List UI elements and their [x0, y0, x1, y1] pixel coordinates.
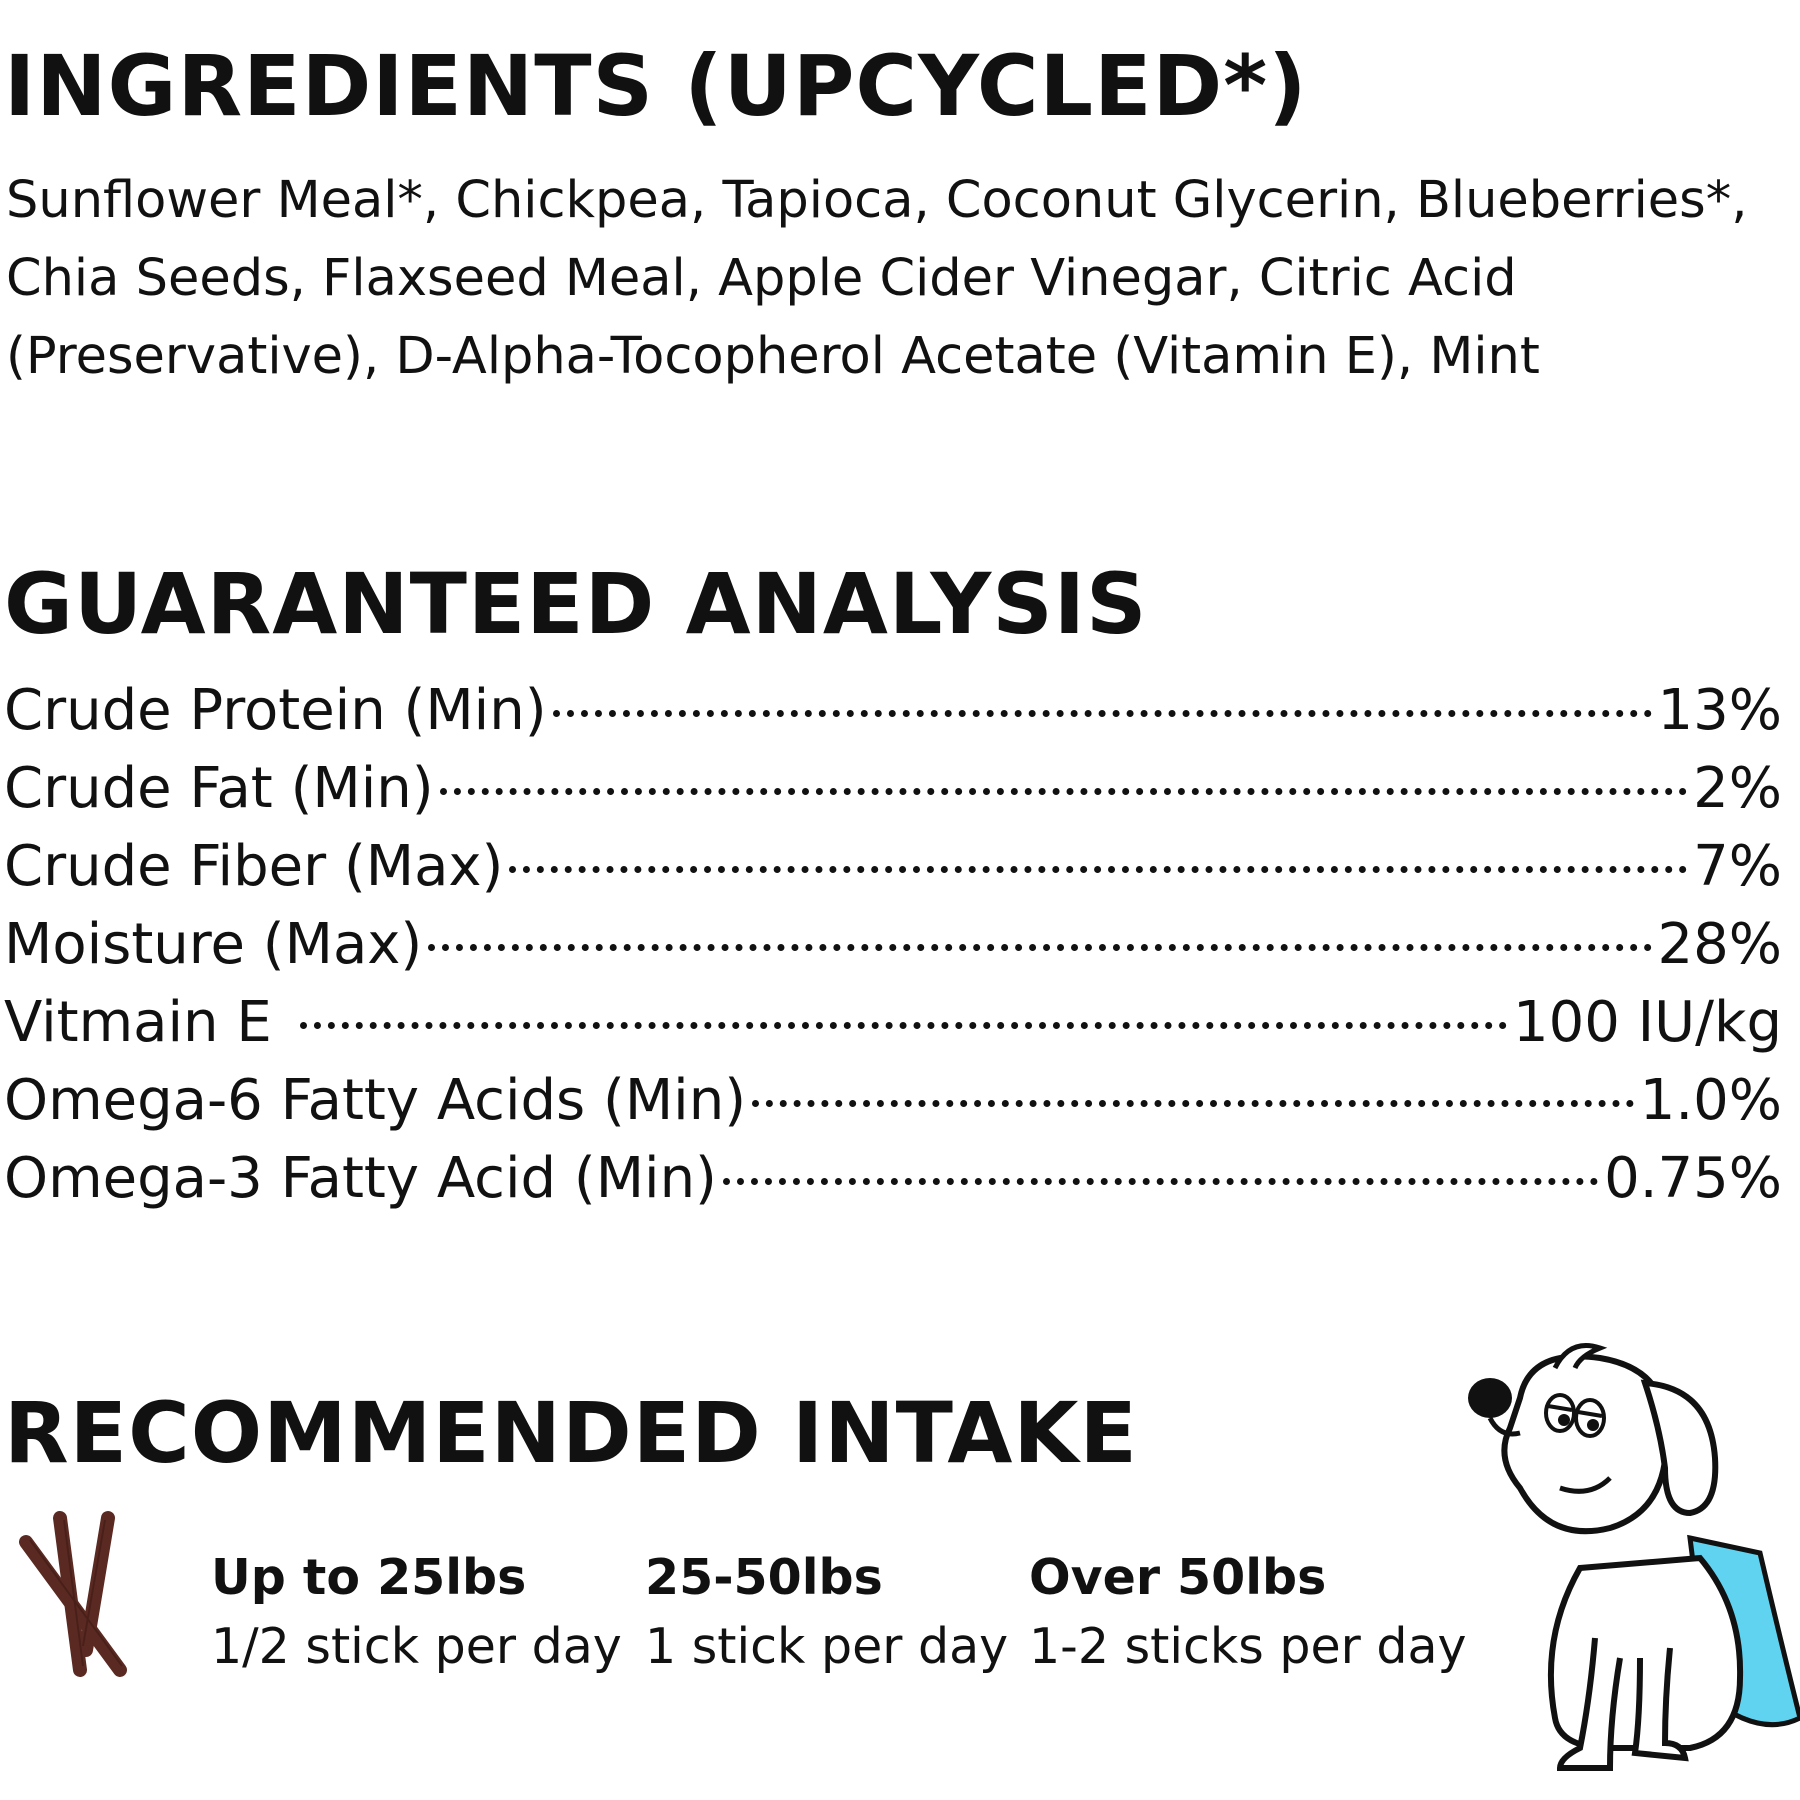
analysis-label: Crude Protein (Min): [4, 678, 547, 743]
dog-illustration: [1460, 1338, 1800, 1782]
analysis-value: 100 IU/kg: [1512, 990, 1782, 1055]
analysis-label: Omega-6 Fatty Acids (Min): [4, 1068, 747, 1133]
analysis-label: Moisture (Max): [4, 912, 423, 977]
ingredients-list: Sunflower Meal*, Chickpea, Tapioca, Coco…: [6, 171, 1748, 386]
analysis-value: 2%: [1693, 756, 1782, 821]
intake-weight: 25-50lbs: [645, 1549, 883, 1606]
analysis-label: Omega-3 Fatty Acid (Min): [4, 1146, 717, 1211]
analysis-value: 1.0%: [1639, 1068, 1782, 1133]
analysis-row: Crude Fat (Min) 2%: [4, 750, 1782, 828]
analysis-table: Crude Protein (Min) 13% Crude Fat (Min) …: [4, 672, 1782, 1218]
analysis-value: 13%: [1657, 678, 1782, 743]
analysis-row: Vitmain E 100 IU/kg: [4, 984, 1782, 1062]
chew-sticks-icon: [8, 1510, 138, 1684]
analysis-value: 28%: [1657, 912, 1782, 977]
analysis-row: Omega-3 Fatty Acid (Min) 0.75%: [4, 1140, 1782, 1218]
ingredients-heading: INGREDIENTS (UPCYCLED*): [4, 37, 1308, 135]
dot-leader: [428, 944, 1652, 951]
dot-leader: [509, 866, 1688, 873]
dot-leader: [552, 710, 1652, 717]
analysis-value: 7%: [1693, 834, 1782, 899]
intake-option-small: Up to 25lbs 1/2 stick per day: [211, 1548, 622, 1678]
intake-option-medium: 25-50lbs 1 stick per day: [645, 1548, 1008, 1678]
intake-amount: 1 stick per day: [645, 1618, 1009, 1675]
intake-option-large: Over 50lbs 1-2 sticks per day: [1029, 1548, 1466, 1678]
dot-leader: [299, 1022, 1507, 1029]
dot-leader: [722, 1178, 1599, 1185]
intake-amount: 1-2 sticks per day: [1029, 1618, 1467, 1675]
analysis-row: Crude Fiber (Max) 7%: [4, 828, 1782, 906]
intake-weight: Up to 25lbs: [211, 1549, 527, 1606]
recommended-intake-heading: RECOMMENDED INTAKE: [4, 1384, 1138, 1482]
analysis-label: Crude Fat (Min): [4, 756, 434, 821]
guaranteed-analysis-heading: GUARANTEED ANALYSIS: [4, 555, 1148, 653]
intake-weight: Over 50lbs: [1029, 1549, 1327, 1606]
intake-amount: 1/2 stick per day: [211, 1618, 622, 1675]
analysis-label: Vitmain E: [4, 990, 272, 1055]
analysis-row: Omega-6 Fatty Acids (Min) 1.0%: [4, 1062, 1782, 1140]
analysis-value: 0.75%: [1604, 1146, 1782, 1211]
dot-leader: [439, 788, 1688, 795]
dot-leader: [752, 1100, 1634, 1107]
analysis-row: Moisture (Max) 28%: [4, 906, 1782, 984]
analysis-label: Crude Fiber (Max): [4, 834, 504, 899]
analysis-row: Crude Protein (Min) 13%: [4, 672, 1782, 750]
